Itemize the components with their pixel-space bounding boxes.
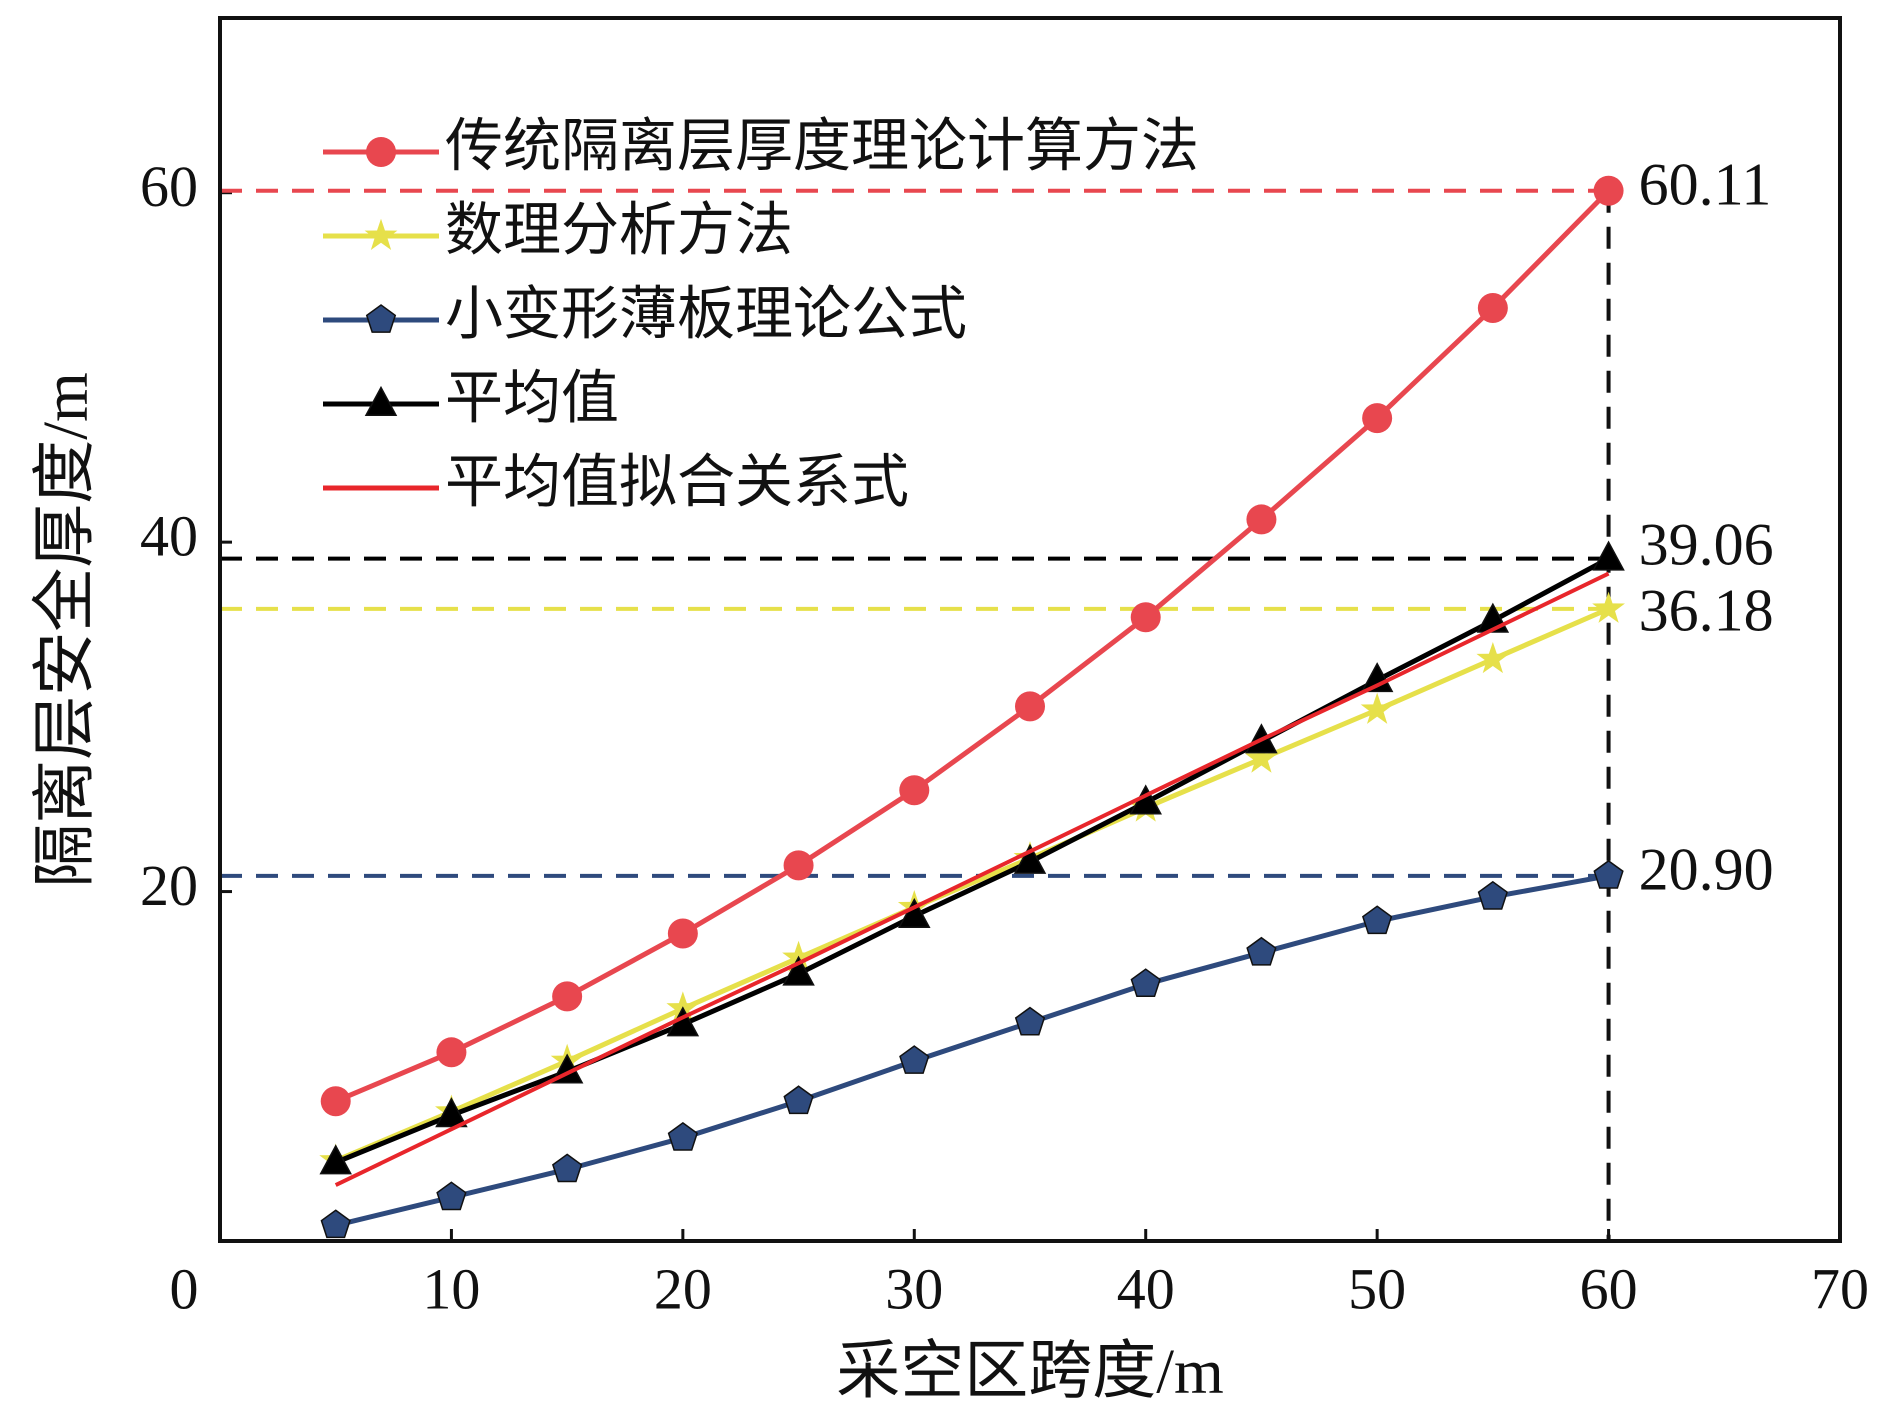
legend-marker <box>364 385 398 416</box>
point <box>1360 692 1394 724</box>
series-line <box>334 571 1610 1187</box>
x-tick-label: 70 <box>1811 1256 1869 1321</box>
point <box>319 1144 352 1175</box>
point <box>1245 741 1278 773</box>
point <box>1246 504 1277 535</box>
point <box>1013 843 1047 874</box>
x-tick-label: 0 <box>170 1256 199 1321</box>
point <box>783 850 814 881</box>
x-tick-label: 50 <box>1348 1256 1406 1321</box>
value-label: 36.18 <box>1639 578 1774 644</box>
x-axis-title: 采空区跨度/m <box>836 1336 1224 1407</box>
value-label: 60.11 <box>1639 152 1772 218</box>
point <box>1246 936 1277 966</box>
point <box>667 918 698 949</box>
point <box>1476 641 1510 674</box>
legend-marker <box>366 137 396 167</box>
point <box>552 981 583 1012</box>
legend-label: 数理分析方法 <box>445 197 793 262</box>
series-line <box>334 189 1611 1104</box>
value-label: 39.06 <box>1639 511 1774 577</box>
point <box>667 1121 699 1151</box>
point <box>782 955 815 986</box>
point <box>436 1037 467 1068</box>
legend-label: 传统隔离层厚度理论计算方法 <box>445 113 1199 178</box>
point <box>1477 293 1508 324</box>
point <box>899 775 930 806</box>
legend-label: 平均值 <box>445 365 619 430</box>
point <box>320 1209 351 1239</box>
point <box>1130 968 1161 998</box>
point <box>1014 1006 1046 1036</box>
y-tick-label: 20 <box>140 853 198 918</box>
point <box>551 1153 583 1183</box>
point <box>320 1086 351 1117</box>
point <box>1593 859 1624 889</box>
y-tick-label: 60 <box>140 154 198 219</box>
legend-label: 小变形薄板理论公式 <box>445 281 967 346</box>
value-label: 20.90 <box>1639 837 1774 903</box>
legend-marker <box>365 304 397 333</box>
point <box>1477 880 1509 910</box>
series-line <box>334 556 1610 1165</box>
point <box>436 1181 467 1211</box>
point <box>898 897 931 929</box>
legend-label: 平均值拟合关系式 <box>445 449 909 514</box>
y-tick-label: 40 <box>140 503 198 568</box>
point <box>1593 175 1624 206</box>
series-line <box>335 873 1610 1228</box>
point <box>783 1085 814 1115</box>
series-line <box>334 606 1610 1163</box>
point <box>1361 905 1393 935</box>
point <box>1360 662 1394 693</box>
point <box>435 1097 468 1128</box>
point <box>1015 691 1045 722</box>
point <box>1592 591 1625 623</box>
point <box>1362 403 1393 434</box>
x-tick-label: 20 <box>654 1256 712 1321</box>
point <box>899 1045 930 1074</box>
legend-marker <box>364 218 398 250</box>
x-tick-label: 30 <box>885 1256 943 1321</box>
point <box>1130 602 1161 633</box>
y-axis-title: 隔离层安全厚度/m <box>30 372 101 888</box>
x-tick-label: 60 <box>1580 1256 1638 1321</box>
x-tick-label: 10 <box>422 1256 480 1321</box>
point <box>1592 540 1625 571</box>
plot-frame <box>218 16 1842 1243</box>
x-tick-label: 40 <box>1117 1256 1175 1321</box>
